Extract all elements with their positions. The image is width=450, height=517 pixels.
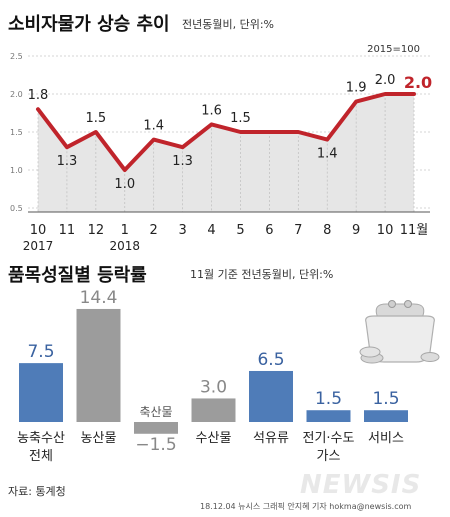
bar-value-label: 1.5 bbox=[315, 389, 342, 409]
line-value-label: 1.8 bbox=[28, 88, 49, 103]
line-value-label: 1.3 bbox=[57, 154, 78, 169]
bar-category-label: 수산물 bbox=[196, 431, 232, 446]
coin-purse-illustration bbox=[359, 300, 440, 364]
x-tick-label: 6 bbox=[265, 223, 273, 238]
clasp-knob-icon bbox=[404, 300, 412, 308]
base-year-note: 2015=100 bbox=[367, 44, 420, 55]
line-value-label: 1.4 bbox=[143, 119, 164, 134]
bar-category-label: 축산물 bbox=[139, 405, 172, 419]
x-tick-label: 10 bbox=[377, 223, 394, 238]
bar bbox=[134, 422, 178, 434]
x-tick-label: 1 bbox=[121, 223, 129, 238]
year-label: 2018 bbox=[109, 239, 140, 253]
line-value-label: 1.5 bbox=[230, 111, 251, 126]
bar bbox=[76, 308, 121, 422]
year-label: 2017 bbox=[23, 239, 54, 253]
x-tick-label: 3 bbox=[178, 223, 186, 238]
line-value-label: 2.0 bbox=[375, 73, 396, 88]
bar-value-label: 6.5 bbox=[257, 350, 284, 370]
bar bbox=[191, 398, 236, 422]
line-chart-title: 소비자물가 상승 추이 bbox=[8, 14, 170, 35]
bar-chart-subtitle: 11월 기준 전년동월비, 단위:% bbox=[190, 268, 334, 281]
y-tick-label: 2.5 bbox=[10, 52, 23, 61]
line-value-label: 1.4 bbox=[317, 147, 338, 162]
purse-clasp-icon bbox=[375, 303, 425, 319]
line-value-label: 1.9 bbox=[346, 81, 367, 96]
x-tick-label: 10 bbox=[30, 223, 47, 238]
line-value-label: 1.5 bbox=[86, 111, 107, 126]
x-tick-label: 8 bbox=[323, 223, 331, 238]
y-tick-label: 2.0 bbox=[10, 90, 23, 99]
y-tick-label: 0.5 bbox=[10, 204, 23, 213]
line-value-label: 2.0 bbox=[404, 73, 432, 92]
bar-category-label: 농산물 bbox=[81, 431, 117, 446]
bar bbox=[306, 410, 351, 422]
bar bbox=[364, 410, 408, 422]
line-value-label: 1.3 bbox=[172, 154, 193, 169]
bar-value-label: 3.0 bbox=[200, 377, 227, 397]
line-chart-subtitle: 전년동월비, 단위:% bbox=[182, 18, 274, 31]
cpi-series-line bbox=[36, 92, 416, 172]
bar-category-label: 석유류 bbox=[253, 431, 289, 446]
bar-category-label: 서비스 bbox=[368, 431, 404, 446]
credit-line: 18.12.04 뉴시스 그래픽 안지혜 기자 hokma@newsis.com bbox=[200, 502, 412, 511]
x-tick-label: 7 bbox=[294, 223, 302, 238]
newsis-watermark: NEWSIS bbox=[300, 470, 422, 500]
x-tick-label: 11 bbox=[59, 223, 76, 238]
bar-value-label: 7.5 bbox=[27, 342, 54, 362]
x-tick-label: 4 bbox=[207, 223, 215, 238]
bar-value-label: 14.4 bbox=[80, 288, 118, 308]
y-tick-label: 1.0 bbox=[10, 166, 23, 175]
y-tick-label: 1.5 bbox=[10, 128, 23, 137]
line-value-label: 1.6 bbox=[201, 103, 222, 118]
bar bbox=[19, 363, 63, 422]
bar-category-label: 전기·수도 bbox=[303, 431, 355, 446]
line-value-label: 1.0 bbox=[114, 177, 135, 192]
bar-chart-title: 품목성질별 등락률 bbox=[8, 265, 147, 286]
coin-icon bbox=[420, 352, 440, 362]
bar-category-label: 가스 bbox=[317, 449, 341, 464]
x-tick-label: 9 bbox=[352, 223, 360, 238]
clasp-knob-icon bbox=[388, 300, 396, 308]
bar-category-label: 전체 bbox=[29, 449, 53, 464]
x-tick-label: 12 bbox=[88, 223, 105, 238]
bar bbox=[249, 370, 293, 422]
x-tick-label: 5 bbox=[236, 223, 244, 238]
bar-category-label: 농축수산 bbox=[17, 431, 65, 446]
bar-value-label: −1.5 bbox=[135, 435, 176, 455]
source-note: 자료: 통계청 bbox=[8, 485, 66, 498]
line-area-fill bbox=[38, 94, 414, 212]
x-tick-label: 2 bbox=[150, 223, 158, 238]
bar-value-label: 1.5 bbox=[372, 389, 399, 409]
x-tick-label: 11월 bbox=[400, 223, 429, 238]
coin-icon bbox=[359, 346, 381, 358]
